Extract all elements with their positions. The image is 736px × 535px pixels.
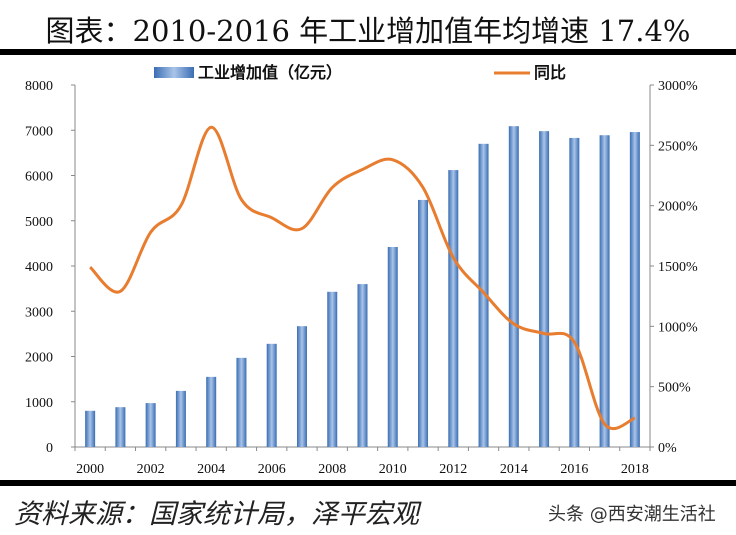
- left-tick-label: 1000: [25, 396, 53, 411]
- left-tick-label: 5000: [25, 215, 53, 230]
- legend-line-label: 同比: [534, 64, 566, 82]
- x-tick-label: 2000: [76, 462, 104, 477]
- bar-2017: [599, 135, 610, 448]
- left-tick-label: 6000: [25, 170, 53, 185]
- left-tick-label: 2000: [25, 351, 53, 366]
- bar-2005: [236, 357, 247, 447]
- right-tick-label: 2500%: [658, 139, 698, 154]
- bar-2009: [357, 284, 368, 447]
- bar-2013: [478, 143, 489, 447]
- bar-2016: [569, 137, 580, 447]
- bar-2007: [296, 326, 307, 447]
- left-tick-label: 4000: [25, 260, 53, 275]
- bar-2006: [266, 343, 277, 447]
- left-tick-label: 3000: [25, 305, 53, 320]
- bar-2011: [418, 199, 429, 447]
- chart: 工业增加值（亿元） 同比 0 1000 2000 3000 4000 5000 6000 70…: [25, 63, 698, 477]
- source-note: 资料来源：国家统计局，泽平宏观: [14, 499, 419, 530]
- bar-2015: [539, 131, 550, 447]
- x-tick-label: 2004: [197, 462, 225, 477]
- legend: 工业增加值（亿元） 同比: [154, 63, 566, 82]
- right-tick-label: 1500%: [658, 260, 698, 275]
- watermark: 头条 @西安潮生活社: [548, 504, 716, 525]
- left-tick-label: 8000: [25, 79, 53, 94]
- x-tick-label: 2002: [137, 462, 165, 477]
- x-tick-label: 2018: [621, 462, 649, 477]
- bar-2002: [145, 403, 156, 447]
- x-tick-label: 2010: [379, 462, 407, 477]
- x-tick-label: 2016: [560, 462, 588, 477]
- legend-bar-label: 工业增加值（亿元）: [198, 63, 342, 82]
- right-tick-label: 2000%: [658, 200, 698, 215]
- bar-2004: [206, 376, 217, 447]
- bar-2008: [327, 291, 338, 447]
- left-tick-label: 7000: [25, 124, 53, 139]
- bar-2000: [85, 410, 96, 447]
- bar-2012: [448, 170, 459, 447]
- right-tick-label: 500%: [658, 381, 691, 396]
- bar-2001: [115, 407, 126, 447]
- legend-bar-swatch: [154, 67, 194, 78]
- bottom-rule: [0, 480, 736, 486]
- top-rule: [0, 49, 736, 55]
- x-tick-label: 2006: [258, 462, 286, 477]
- page-title: 图表：2010-2016 年工业增加值年均增速 17.4%: [45, 14, 691, 48]
- x-tick-label: 2014: [500, 462, 528, 477]
- right-tick-label: 1000%: [658, 320, 698, 335]
- bar-2014: [508, 126, 519, 448]
- x-tick-label: 2012: [439, 462, 467, 477]
- right-tick-label: 3000%: [658, 79, 698, 94]
- bar-2018: [629, 132, 640, 447]
- bar-2003: [175, 390, 186, 447]
- bar-2010: [387, 246, 398, 447]
- right-tick-label: 0%: [658, 441, 677, 456]
- x-tick-label: 2008: [318, 462, 346, 477]
- left-tick-label: 0: [46, 441, 53, 456]
